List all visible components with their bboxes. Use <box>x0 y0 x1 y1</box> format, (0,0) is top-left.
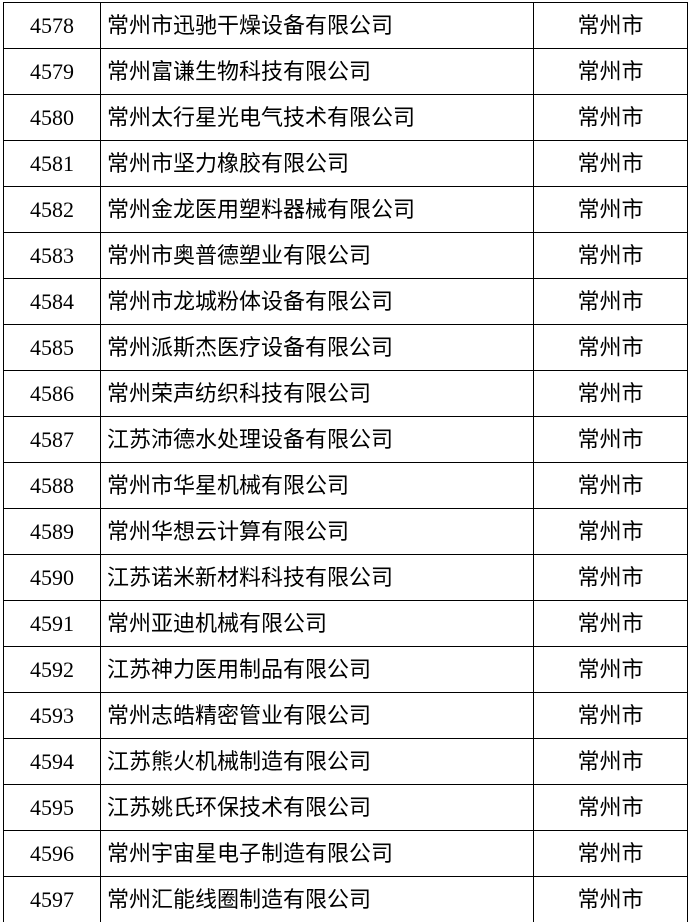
row-number: 4581 <box>3 140 100 186</box>
company-name: 江苏诺米新材料科技有限公司 <box>100 554 533 600</box>
company-name: 常州志皓精密管业有限公司 <box>100 692 533 738</box>
city: 常州市 <box>533 830 688 876</box>
city: 常州市 <box>533 462 688 508</box>
company-name: 江苏熊火机械制造有限公司 <box>100 738 533 784</box>
city: 常州市 <box>533 2 688 48</box>
row-number: 4589 <box>3 508 100 554</box>
company-name: 江苏神力医用制品有限公司 <box>100 646 533 692</box>
company-name: 常州富谦生物科技有限公司 <box>100 48 533 94</box>
row-number: 4588 <box>3 462 100 508</box>
row-number: 4591 <box>3 600 100 646</box>
city: 常州市 <box>533 876 688 922</box>
company-name: 常州金龙医用塑料器械有限公司 <box>100 186 533 232</box>
row-number: 4592 <box>3 646 100 692</box>
city: 常州市 <box>533 48 688 94</box>
row-number: 4590 <box>3 554 100 600</box>
city: 常州市 <box>533 646 688 692</box>
company-name: 常州市龙城粉体设备有限公司 <box>100 278 533 324</box>
row-number: 4579 <box>3 48 100 94</box>
company-name: 江苏姚氏环保技术有限公司 <box>100 784 533 830</box>
company-name: 常州太行星光电气技术有限公司 <box>100 94 533 140</box>
company-name: 常州市华星机械有限公司 <box>100 462 533 508</box>
company-name: 常州市迅驰干燥设备有限公司 <box>100 2 533 48</box>
row-number: 4593 <box>3 692 100 738</box>
company-name: 常州华想云计算有限公司 <box>100 508 533 554</box>
city: 常州市 <box>533 232 688 278</box>
row-number: 4582 <box>3 186 100 232</box>
row-number: 4586 <box>3 370 100 416</box>
company-name: 常州市奥普德塑业有限公司 <box>100 232 533 278</box>
company-name: 常州亚迪机械有限公司 <box>100 600 533 646</box>
city: 常州市 <box>533 416 688 462</box>
row-number: 4585 <box>3 324 100 370</box>
row-number: 4584 <box>3 278 100 324</box>
city: 常州市 <box>533 554 688 600</box>
city: 常州市 <box>533 140 688 186</box>
row-number: 4583 <box>3 232 100 278</box>
company-name: 常州荣声纺织科技有限公司 <box>100 370 533 416</box>
city: 常州市 <box>533 370 688 416</box>
city: 常州市 <box>533 692 688 738</box>
city: 常州市 <box>533 600 688 646</box>
row-number: 4595 <box>3 784 100 830</box>
city: 常州市 <box>533 508 688 554</box>
row-number: 4580 <box>3 94 100 140</box>
city: 常州市 <box>533 186 688 232</box>
row-number: 4578 <box>3 2 100 48</box>
city: 常州市 <box>533 784 688 830</box>
row-number: 4594 <box>3 738 100 784</box>
company-name: 常州汇能线圈制造有限公司 <box>100 876 533 922</box>
city: 常州市 <box>533 738 688 784</box>
city: 常州市 <box>533 324 688 370</box>
company-name: 常州市坚力橡胶有限公司 <box>100 140 533 186</box>
company-name: 江苏沛德水处理设备有限公司 <box>100 416 533 462</box>
row-number: 4597 <box>3 876 100 922</box>
city: 常州市 <box>533 278 688 324</box>
row-number: 4587 <box>3 416 100 462</box>
city: 常州市 <box>533 94 688 140</box>
row-number: 4596 <box>3 830 100 876</box>
company-name: 常州宇宙星电子制造有限公司 <box>100 830 533 876</box>
company-name: 常州派斯杰医疗设备有限公司 <box>100 324 533 370</box>
